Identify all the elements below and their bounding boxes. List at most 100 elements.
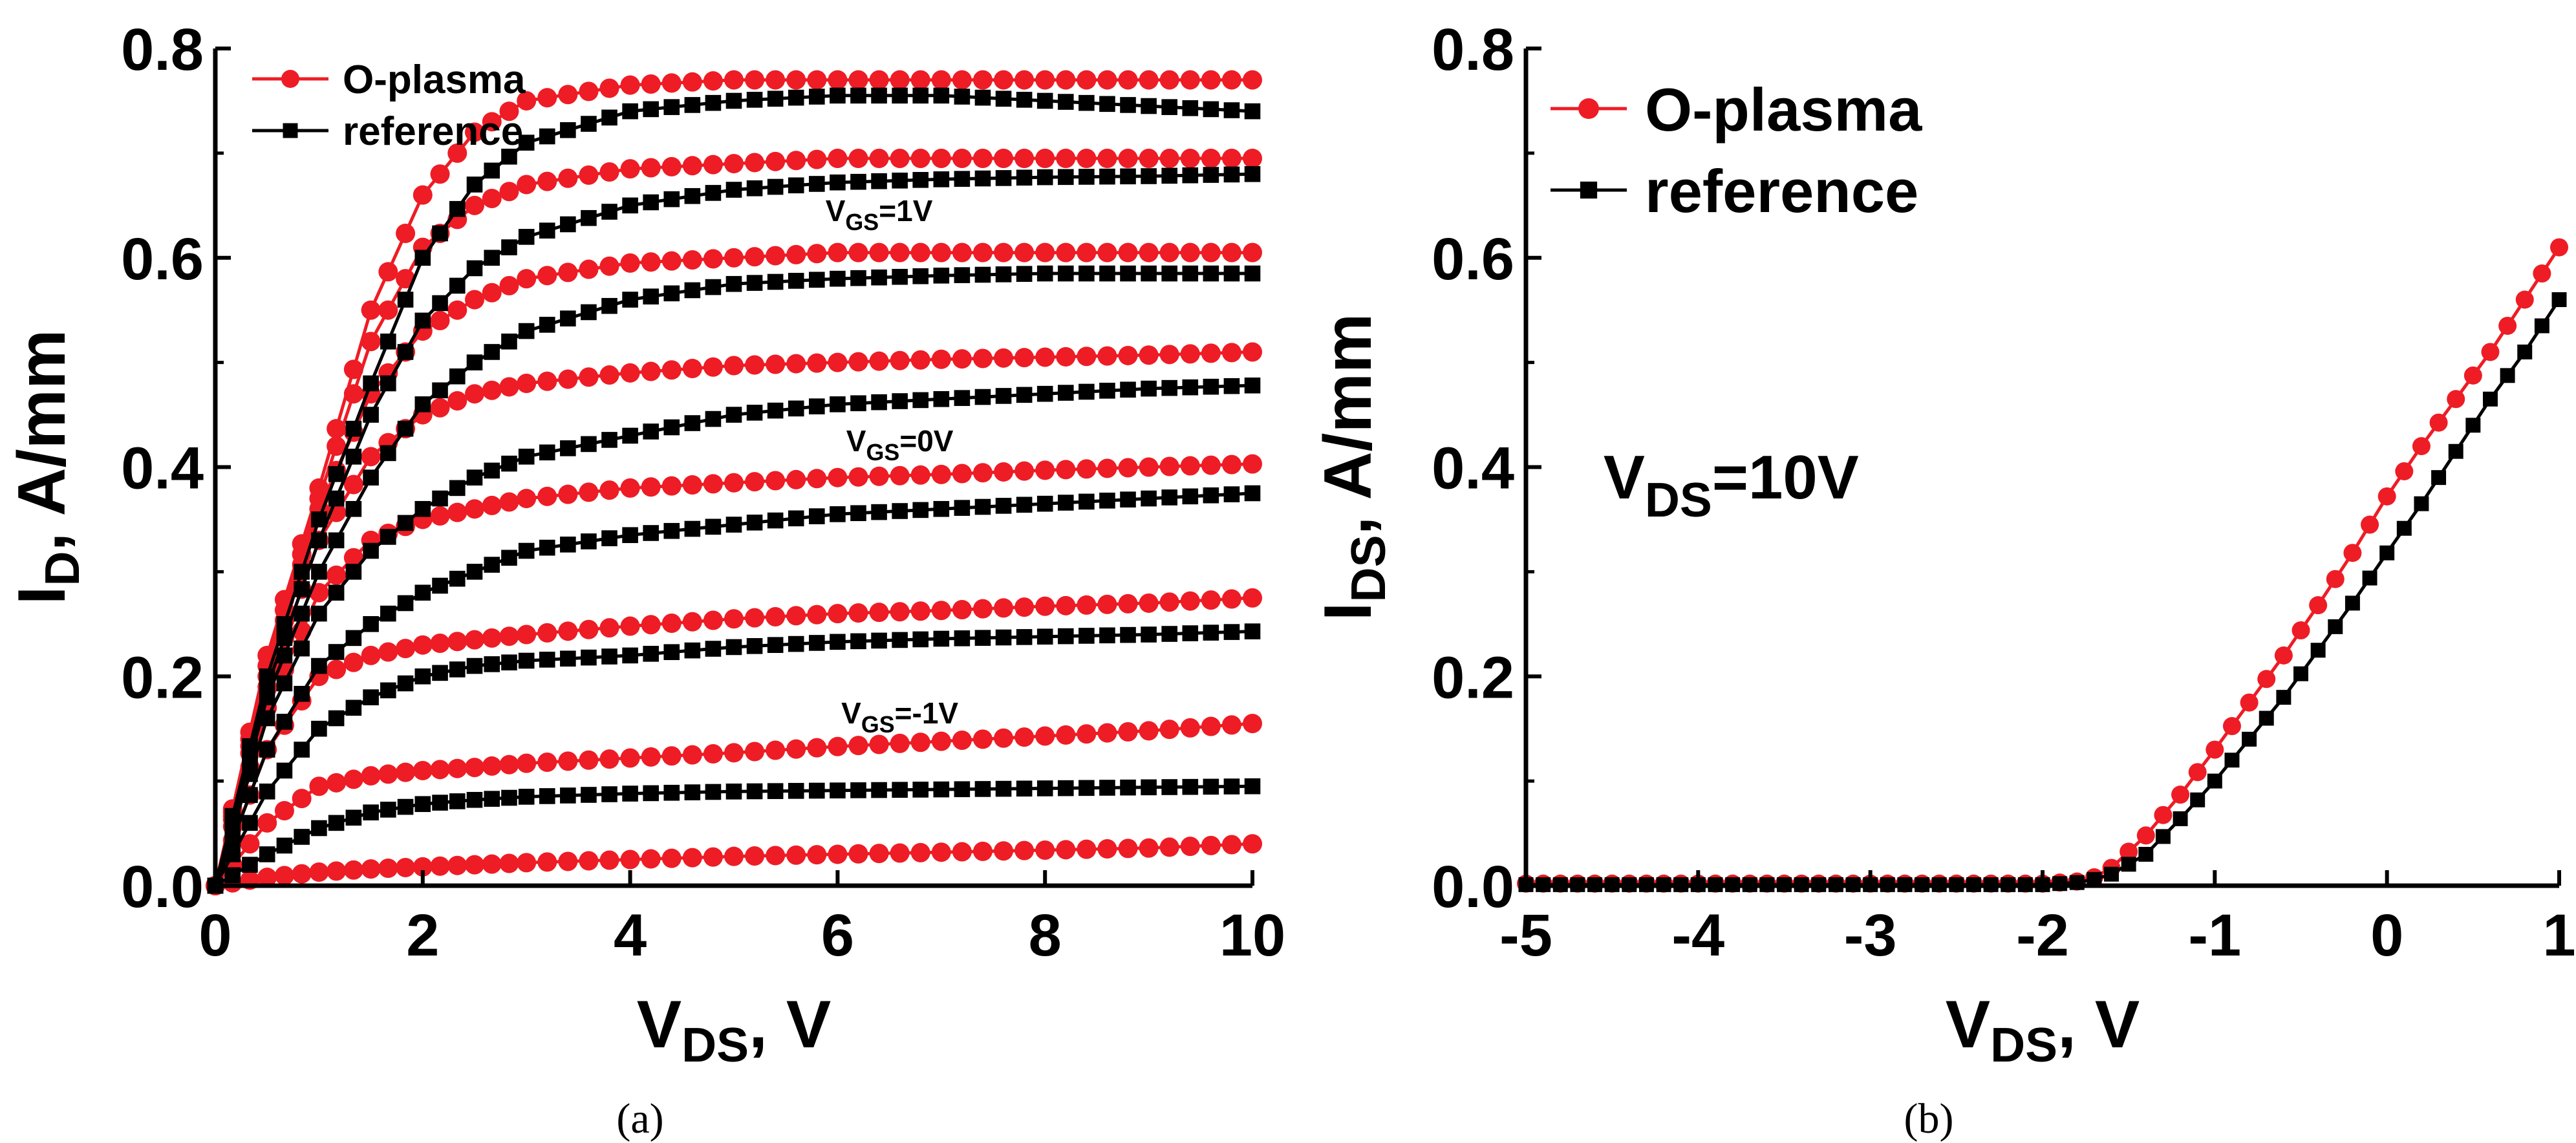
data-point-a-9-38 bbox=[933, 171, 950, 187]
legend-b: O-plasma reference bbox=[1551, 76, 1922, 225]
data-point-a-5-46 bbox=[1097, 594, 1117, 614]
data-point-a-2-39 bbox=[952, 242, 972, 262]
data-point-a-10-46 bbox=[1099, 265, 1115, 282]
data-point-a-1-29 bbox=[745, 153, 765, 173]
data-point-b-0-45 bbox=[2292, 621, 2310, 640]
data-point-b-0-51 bbox=[2395, 462, 2414, 480]
x-axis-title-a-main: V bbox=[637, 987, 682, 1062]
data-point-a-1-43 bbox=[1035, 148, 1055, 168]
data-point-a-9-53 bbox=[1244, 166, 1261, 182]
x-tick-label-b-5: 0 bbox=[2370, 903, 2403, 968]
x-tick-label-b-6: 1 bbox=[2542, 903, 2575, 968]
data-point-a-6-45 bbox=[1077, 724, 1097, 744]
data-point-a-13-18 bbox=[518, 652, 535, 669]
data-point-a-10-6 bbox=[311, 564, 327, 580]
data-point-a-12-50 bbox=[1182, 488, 1199, 505]
data-point-a-0-49 bbox=[1159, 70, 1179, 90]
data-point-a-7-25 bbox=[661, 848, 682, 868]
data-point-a-6-24 bbox=[641, 747, 661, 767]
data-point-a-9-45 bbox=[1079, 169, 1095, 185]
data-point-a-7-5 bbox=[292, 864, 312, 884]
data-point-a-4-33 bbox=[828, 467, 848, 487]
data-point-a-8-25 bbox=[663, 99, 680, 115]
data-point-a-2-47 bbox=[1118, 242, 1138, 262]
data-point-a-3-34 bbox=[848, 352, 868, 372]
legend-label-a-0: O-plasma bbox=[343, 58, 526, 102]
data-point-a-2-45 bbox=[1077, 242, 1097, 262]
y-axis-title-b: IDS, A/mm bbox=[1311, 314, 1395, 621]
data-point-a-0-46 bbox=[1097, 70, 1117, 90]
data-point-a-14-22 bbox=[601, 786, 617, 802]
data-point-a-1-16 bbox=[482, 189, 502, 209]
data-point-a-14-8 bbox=[345, 809, 362, 826]
data-point-a-13-21 bbox=[581, 649, 597, 666]
data-point-a-4-17 bbox=[499, 492, 519, 512]
data-point-a-7-38 bbox=[931, 842, 951, 862]
data-point-a-13-12 bbox=[414, 668, 431, 685]
data-point-a-7-8 bbox=[343, 860, 363, 880]
data-point-a-6-5 bbox=[292, 789, 312, 809]
y-tick-label-a-4: 0.8 bbox=[121, 17, 204, 83]
data-point-b-1-45 bbox=[2293, 666, 2308, 681]
data-point-a-10-9 bbox=[363, 469, 379, 486]
data-point-a-11-9 bbox=[363, 542, 379, 559]
data-point-b-0-55 bbox=[2463, 366, 2482, 385]
data-point-a-4-53 bbox=[1243, 454, 1262, 474]
data-point-a-10-48 bbox=[1141, 265, 1157, 282]
data-point-a-4-44 bbox=[1056, 460, 1076, 480]
data-point-a-9-28 bbox=[725, 182, 742, 198]
data-point-b-0-40 bbox=[2206, 740, 2224, 759]
data-point-a-13-51 bbox=[1203, 625, 1219, 641]
data-point-b-0-43 bbox=[2257, 670, 2276, 689]
data-point-a-8-37 bbox=[912, 87, 929, 104]
data-point-a-1-25 bbox=[661, 156, 682, 176]
data-point-a-7-23 bbox=[620, 849, 640, 870]
data-point-a-7-12 bbox=[413, 857, 433, 877]
data-point-a-2-13 bbox=[430, 310, 450, 330]
data-point-a-11-37 bbox=[912, 392, 929, 409]
series-a-5 bbox=[206, 588, 1262, 895]
data-point-a-5-11 bbox=[396, 639, 416, 659]
data-point-a-7-26 bbox=[682, 848, 702, 868]
data-point-a-7-31 bbox=[786, 845, 806, 865]
data-point-a-6-25 bbox=[661, 746, 682, 766]
data-point-a-13-34 bbox=[850, 633, 866, 650]
data-point-a-12-20 bbox=[560, 536, 576, 553]
y-axis-title-a: ID, A/mm bbox=[5, 330, 89, 605]
data-point-a-6-10 bbox=[378, 764, 398, 784]
data-point-a-5-40 bbox=[972, 599, 993, 619]
data-point-a-6-20 bbox=[558, 751, 578, 771]
data-point-b-1-38 bbox=[2173, 811, 2188, 826]
data-point-a-12-39 bbox=[954, 500, 971, 516]
data-point-a-12-35 bbox=[871, 504, 887, 520]
data-point-a-5-17 bbox=[499, 626, 519, 646]
data-point-a-0-42 bbox=[1014, 70, 1035, 90]
data-point-a-7-34 bbox=[848, 844, 868, 864]
data-point-a-14-21 bbox=[581, 787, 597, 803]
data-point-a-12-11 bbox=[397, 595, 414, 612]
data-point-a-1-24 bbox=[641, 158, 661, 178]
data-point-a-11-45 bbox=[1079, 383, 1095, 400]
data-point-a-8-16 bbox=[484, 162, 500, 179]
data-point-b-0-37 bbox=[2154, 806, 2173, 824]
data-point-b-1-59 bbox=[2534, 318, 2549, 334]
data-point-a-10-36 bbox=[892, 268, 908, 285]
data-point-a-9-15 bbox=[466, 260, 483, 277]
data-point-a-7-52 bbox=[1221, 835, 1241, 855]
data-point-a-9-48 bbox=[1141, 168, 1157, 184]
data-point-a-5-16 bbox=[482, 628, 502, 648]
data-point-a-2-40 bbox=[972, 242, 993, 262]
data-point-a-6-21 bbox=[579, 750, 599, 770]
data-point-a-3-45 bbox=[1077, 347, 1097, 367]
data-point-a-8-33 bbox=[830, 87, 846, 104]
data-point-a-0-40 bbox=[972, 70, 993, 90]
data-point-a-13-5 bbox=[294, 742, 310, 758]
data-point-b-0-52 bbox=[2412, 437, 2431, 456]
data-point-a-11-40 bbox=[974, 389, 991, 405]
y-tick-label-b-4: 0.8 bbox=[1432, 17, 1514, 83]
data-point-a-7-10 bbox=[378, 859, 398, 879]
data-point-a-0-53 bbox=[1243, 70, 1262, 90]
data-point-a-2-33 bbox=[828, 242, 848, 262]
data-point-a-5-29 bbox=[745, 608, 765, 628]
data-point-a-14-27 bbox=[705, 784, 722, 800]
